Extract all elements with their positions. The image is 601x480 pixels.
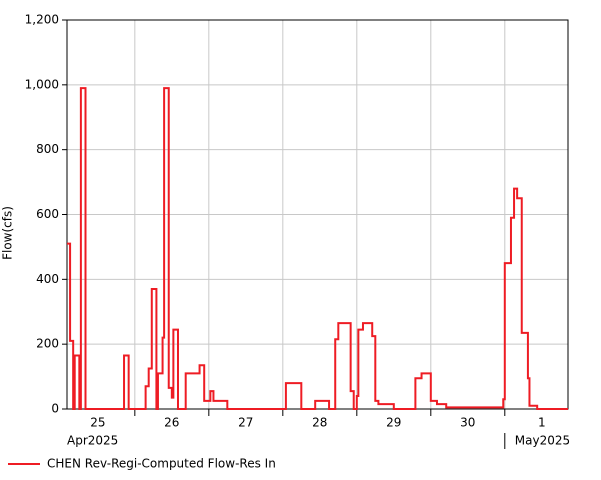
x-tick-label: 25 <box>90 416 105 430</box>
step-line <box>67 87 568 410</box>
x-tick-label: 26 <box>164 416 179 430</box>
plot-frame <box>66 19 569 410</box>
legend-label: CHEN Rev-Regi-Computed Flow-Res In <box>47 457 276 471</box>
x-tick-label: 1 <box>538 416 546 430</box>
x-tick-label: 30 <box>460 416 475 430</box>
y-tick-label: 600 <box>36 207 59 221</box>
month-label: Apr2025 <box>67 434 118 448</box>
y-tick-label: 200 <box>36 337 59 351</box>
x-tick-label: 28 <box>312 416 327 430</box>
y-tick-label: 800 <box>36 142 59 156</box>
x-tick-label: 29 <box>386 416 401 430</box>
y-axis-label: Flow(cfs) <box>1 206 15 260</box>
y-tick-label: 400 <box>36 272 59 286</box>
y-tick-label: 0 <box>51 402 59 416</box>
y-tick-label: 1,200 <box>25 13 59 27</box>
month-label: May2025 <box>515 434 570 448</box>
x-tick-label: 27 <box>238 416 253 430</box>
y-tick-label: 1,000 <box>25 77 59 91</box>
